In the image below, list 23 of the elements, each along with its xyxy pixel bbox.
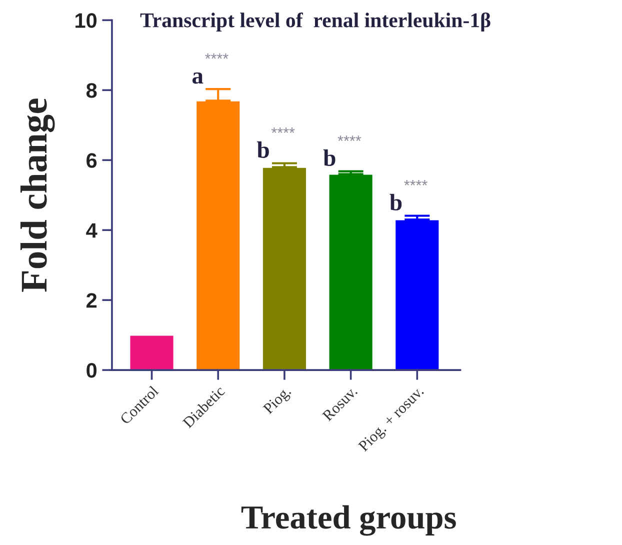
x-tick-label: Piog. bbox=[262, 386, 294, 417]
y-tick-label: 8 bbox=[86, 83, 97, 98]
chart-title: Transcript level of renal interleukin-1β bbox=[140, 12, 490, 32]
y-tick-label: 0 bbox=[86, 363, 97, 378]
y-tick-label: 2 bbox=[86, 293, 97, 308]
bar bbox=[262, 166, 308, 370]
annotation: b bbox=[257, 141, 269, 158]
bar bbox=[128, 334, 175, 370]
bar bbox=[394, 218, 440, 370]
bar bbox=[328, 173, 374, 370]
y-axis-title: Fold change bbox=[20, 98, 55, 292]
y-tick-label: 6 bbox=[86, 153, 97, 168]
y-tick-label: 4 bbox=[86, 223, 98, 238]
annotation: **** bbox=[205, 53, 228, 59]
annotation: **** bbox=[271, 128, 295, 133]
x-axis-title: Treated groups bbox=[241, 505, 456, 536]
annotation: **** bbox=[338, 136, 362, 141]
annotation: b bbox=[390, 194, 402, 210]
y-tick-label: 10 bbox=[76, 13, 97, 28]
bar bbox=[195, 100, 242, 370]
annotation: b bbox=[323, 149, 336, 166]
annotation: a bbox=[192, 72, 204, 84]
annotation: **** bbox=[404, 180, 428, 186]
